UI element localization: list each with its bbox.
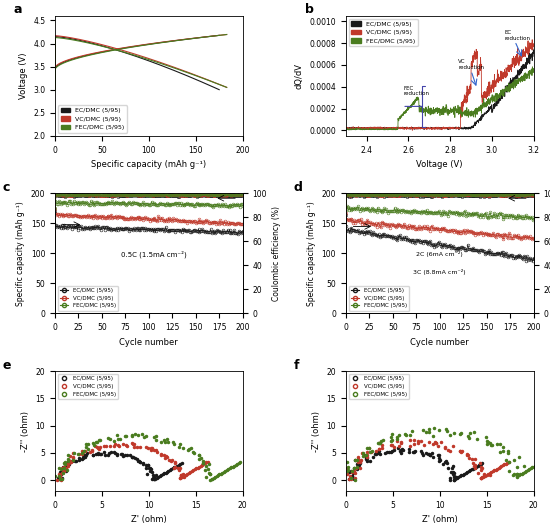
X-axis label: Cycle number: Cycle number — [119, 338, 178, 347]
Text: c: c — [2, 181, 10, 194]
Legend: EC/DMC (5/95), VC/DMC (5/95), FEC/DMC (5/95): EC/DMC (5/95), VC/DMC (5/95), FEC/DMC (5… — [58, 106, 126, 133]
Legend: EC/DMC (5/95), VC/DMC (5/95), FEC/DMC (5/95): EC/DMC (5/95), VC/DMC (5/95), FEC/DMC (5… — [349, 374, 409, 399]
Y-axis label: Coulombic efficiency (%): Coulombic efficiency (%) — [272, 206, 282, 301]
Legend: EC/DMC (5/95), VC/DMC (5/95), FEC/DMC (5/95): EC/DMC (5/95), VC/DMC (5/95), FEC/DMC (5… — [349, 19, 417, 46]
Text: e: e — [2, 359, 11, 372]
Text: 3C (8.8mA cm⁻²): 3C (8.8mA cm⁻²) — [414, 269, 466, 276]
X-axis label: Specific capacity (mAh g⁻¹): Specific capacity (mAh g⁻¹) — [91, 160, 206, 169]
Legend: EC/DMC (5/95), VC/DMC (5/95), FEC/DMC (5/95): EC/DMC (5/95), VC/DMC (5/95), FEC/DMC (5… — [349, 286, 409, 310]
Legend: EC/DMC (5/95), VC/DMC (5/95), FEC/DMC (5/95): EC/DMC (5/95), VC/DMC (5/95), FEC/DMC (5… — [58, 286, 118, 310]
Y-axis label: -Z'' (ohm): -Z'' (ohm) — [312, 411, 321, 451]
Y-axis label: Specific capacity (mAh g⁻¹): Specific capacity (mAh g⁻¹) — [307, 201, 316, 306]
Text: 0.5C (1.5mA cm⁻²): 0.5C (1.5mA cm⁻²) — [120, 250, 186, 258]
Y-axis label: -Z'' (ohm): -Z'' (ohm) — [21, 411, 30, 451]
Text: a: a — [14, 4, 22, 16]
Text: FEC
reduction: FEC reduction — [403, 86, 429, 97]
Text: VC
reduction: VC reduction — [459, 60, 485, 70]
X-axis label: Z' (ohm): Z' (ohm) — [131, 515, 167, 524]
Legend: EC/DMC (5/95), VC/DMC (5/95), FEC/DMC (5/95): EC/DMC (5/95), VC/DMC (5/95), FEC/DMC (5… — [58, 374, 118, 399]
X-axis label: Cycle number: Cycle number — [410, 338, 469, 347]
Text: d: d — [293, 181, 302, 194]
Y-axis label: Specific capacity (mAh g⁻¹): Specific capacity (mAh g⁻¹) — [16, 201, 25, 306]
X-axis label: Z' (ohm): Z' (ohm) — [422, 515, 458, 524]
Text: EC
reduction: EC reduction — [504, 30, 530, 41]
Text: b: b — [305, 4, 314, 16]
Y-axis label: dQ/dV: dQ/dV — [295, 63, 304, 89]
Y-axis label: Voltage (V): Voltage (V) — [19, 53, 28, 99]
Text: f: f — [293, 359, 299, 372]
Text: 2C (6mA cm⁻²): 2C (6mA cm⁻²) — [416, 251, 463, 258]
X-axis label: Voltage (V): Voltage (V) — [416, 160, 463, 169]
